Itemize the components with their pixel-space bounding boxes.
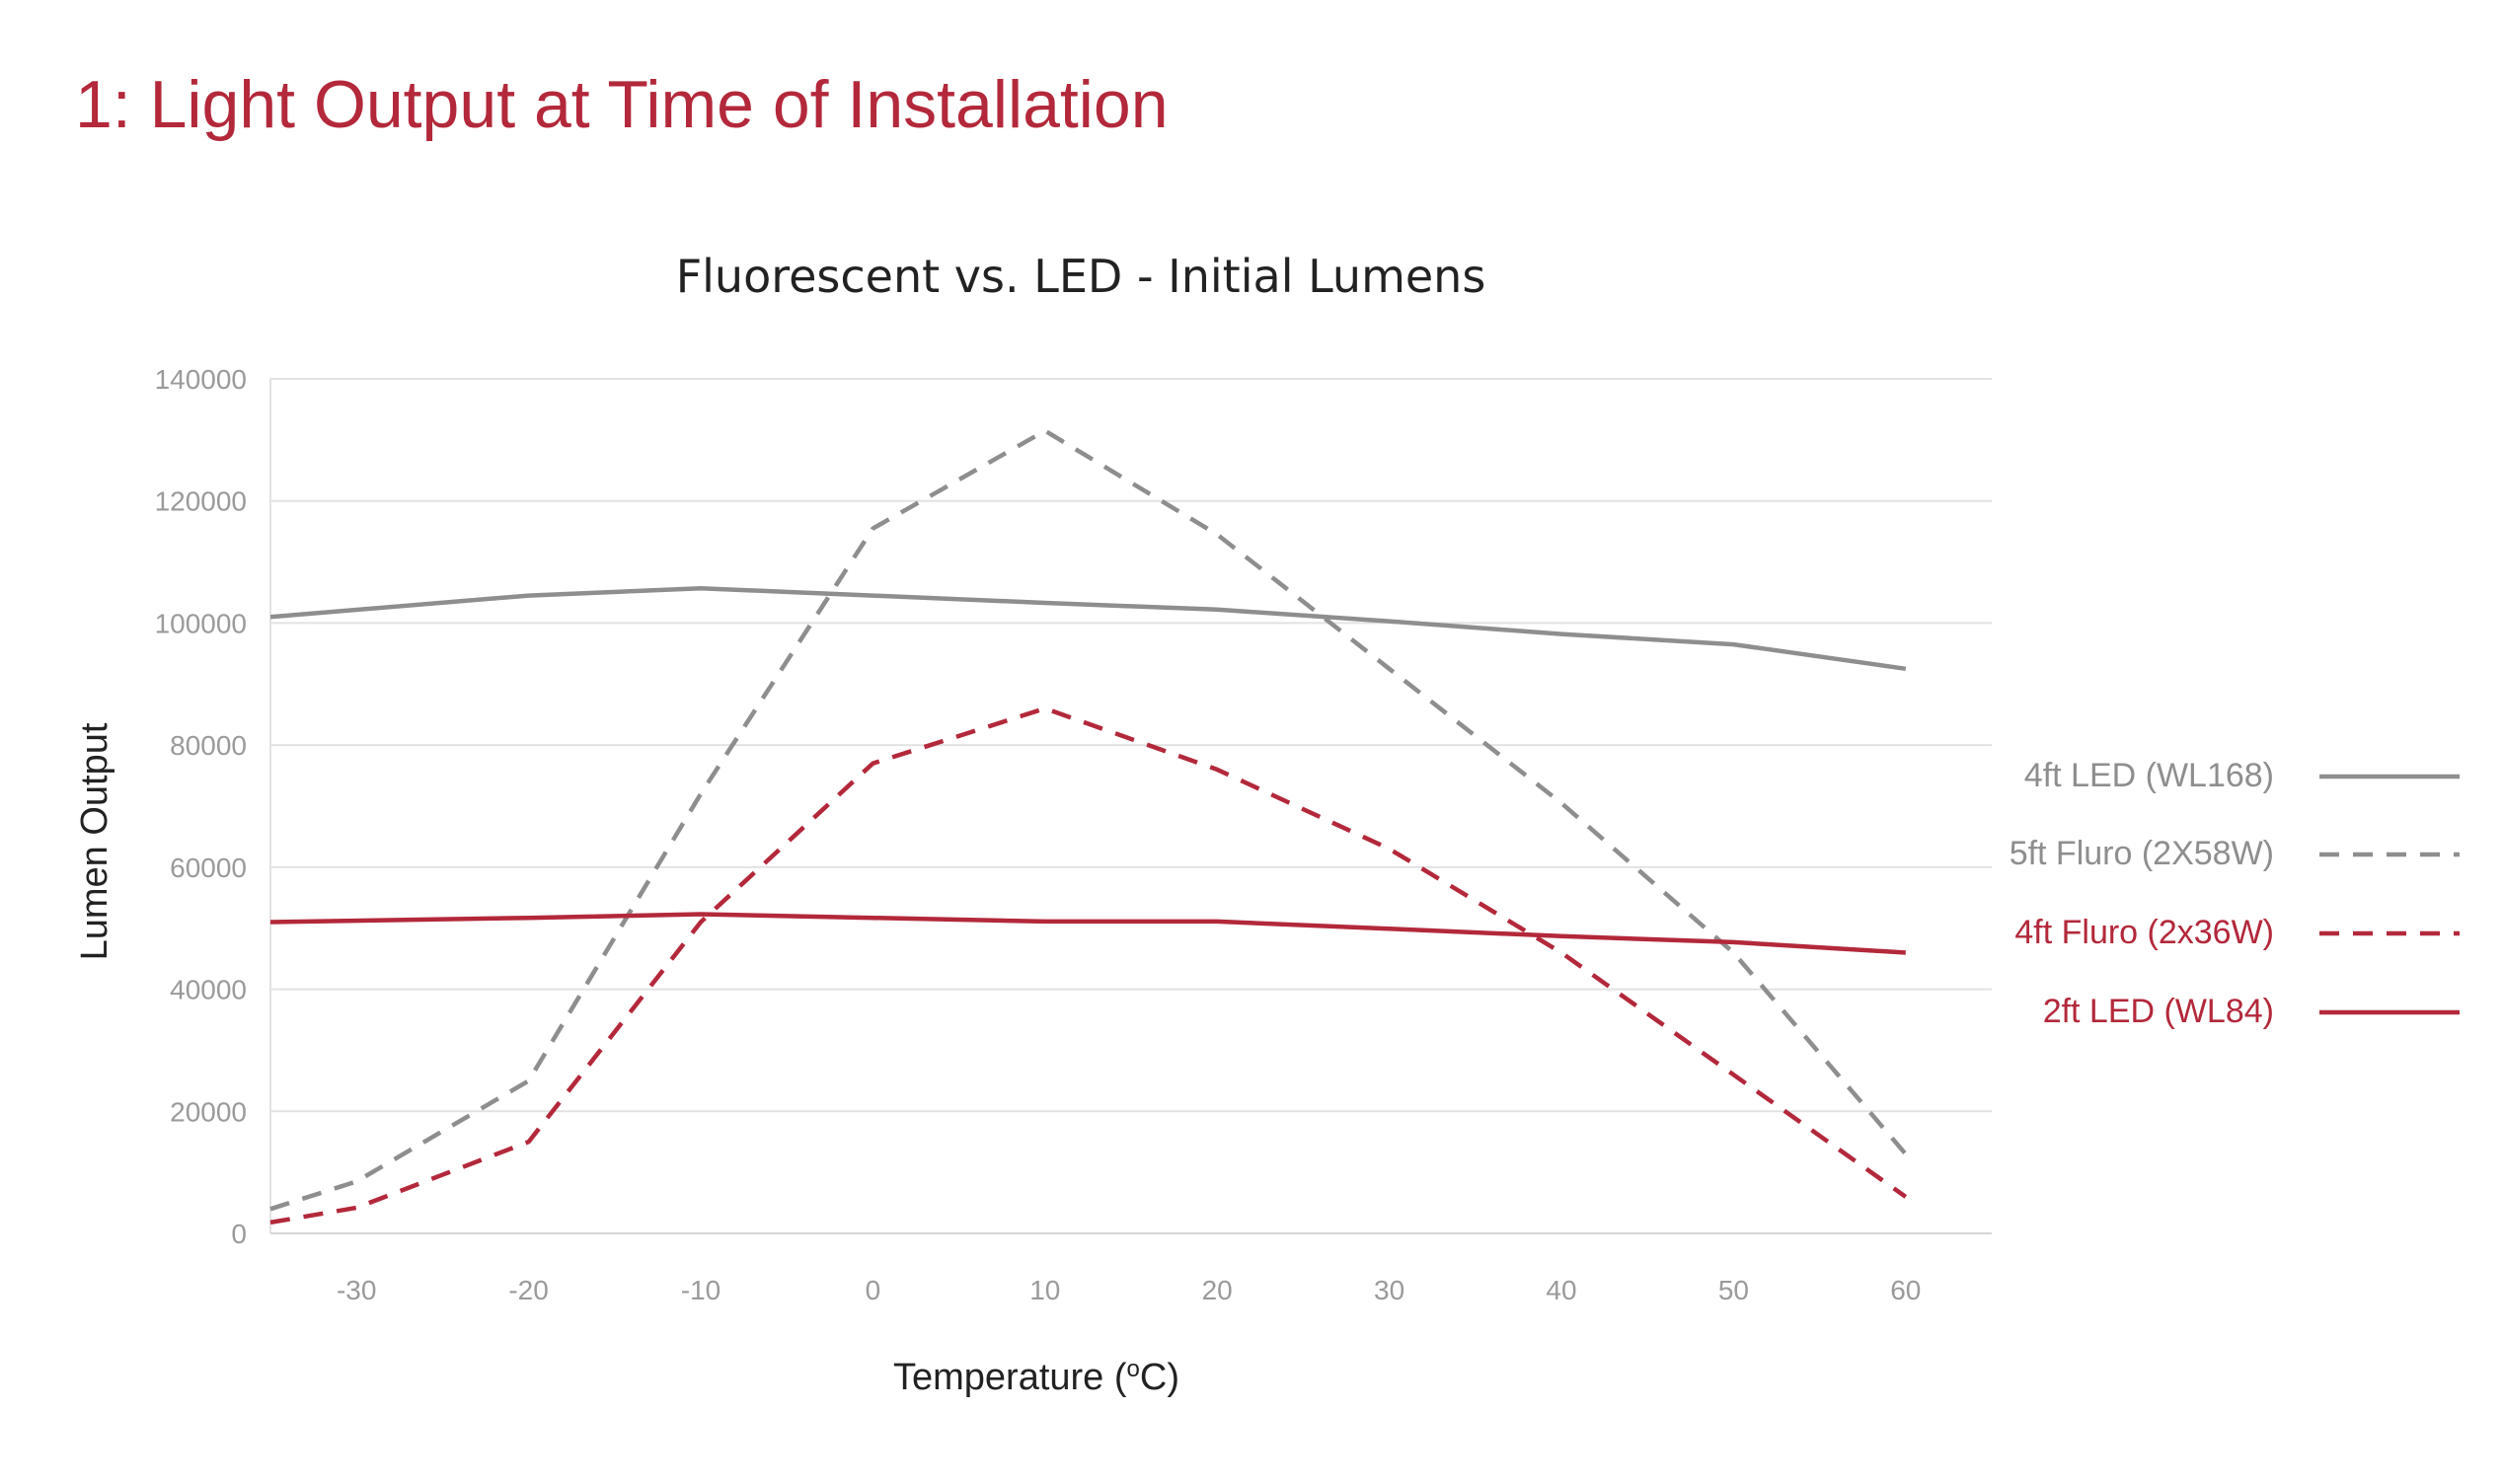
y-axis-title: Lumen Output — [74, 722, 115, 960]
y-axis-ticks: 0 20000 40000 60000 80000 100000 120000 140000 — [155, 364, 247, 1249]
x-tick-label: 10 — [1029, 1275, 1060, 1305]
x-axis-ticks: -30 -20 -10 0 10 20 30 40 50 60 — [337, 1275, 1921, 1305]
y-tick-label: 80000 — [170, 730, 247, 761]
page-heading: 1: Light Output at Time of Installation — [75, 67, 1169, 142]
series-line-2ft-led-wl84 — [269, 912, 1906, 955]
x-axis-title-end: C) — [1140, 1357, 1179, 1398]
legend-label-2ft-led-wl84: 2ft LED (WL84) — [2043, 993, 2274, 1030]
chart-title: Fluorescent vs. LED - Initial Lumens — [676, 250, 1486, 303]
series-line-5ft-fluro-2x58w — [269, 428, 1908, 1212]
x-tick-label: 20 — [1202, 1275, 1233, 1305]
series-lines — [269, 428, 1908, 1225]
legend-label-4ft-fluro-2x36w: 4ft Fluro (2x36W) — [2014, 914, 2274, 951]
x-tick-label: 60 — [1890, 1275, 1921, 1305]
y-tick-label: 120000 — [155, 486, 247, 517]
x-tick-label: -20 — [508, 1275, 548, 1305]
y-tick-label: 140000 — [155, 364, 247, 395]
x-tick-label: 30 — [1374, 1275, 1404, 1305]
x-axis-title-super: o — [1127, 1356, 1140, 1382]
y-tick-label: 40000 — [170, 975, 247, 1005]
x-tick-label: 0 — [866, 1275, 881, 1305]
x-axis-title: Temperature (oC) — [893, 1356, 1179, 1398]
x-tick-label: 40 — [1546, 1275, 1576, 1305]
legend-label-4ft-led-wl168: 4ft LED (WL168) — [2024, 757, 2274, 794]
series-line-4ft-fluro-2x36w — [269, 705, 1908, 1225]
y-tick-label: 0 — [231, 1219, 247, 1249]
series-line-4ft-led-wl168 — [269, 585, 1907, 672]
x-tick-label: -30 — [337, 1275, 376, 1305]
y-tick-label: 100000 — [155, 608, 247, 638]
legend-label-5ft-fluro-2x58w: 5ft Fluro (2X58W) — [2010, 835, 2274, 872]
x-tick-label: -10 — [681, 1275, 721, 1305]
x-axis-title-main: Temperature ( — [893, 1357, 1127, 1398]
grid-lines — [269, 378, 1992, 1234]
y-tick-label: 60000 — [170, 853, 247, 883]
x-tick-label: 50 — [1718, 1275, 1749, 1305]
y-tick-label: 20000 — [170, 1096, 247, 1127]
legend: 4ft LED (WL168) 5ft Fluro (2X58W) 4ft Flur… — [2010, 757, 2460, 1030]
